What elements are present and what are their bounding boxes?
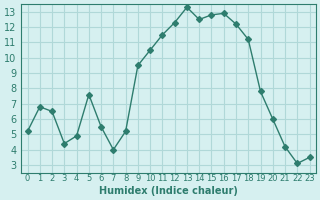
X-axis label: Humidex (Indice chaleur): Humidex (Indice chaleur) [99,186,238,196]
